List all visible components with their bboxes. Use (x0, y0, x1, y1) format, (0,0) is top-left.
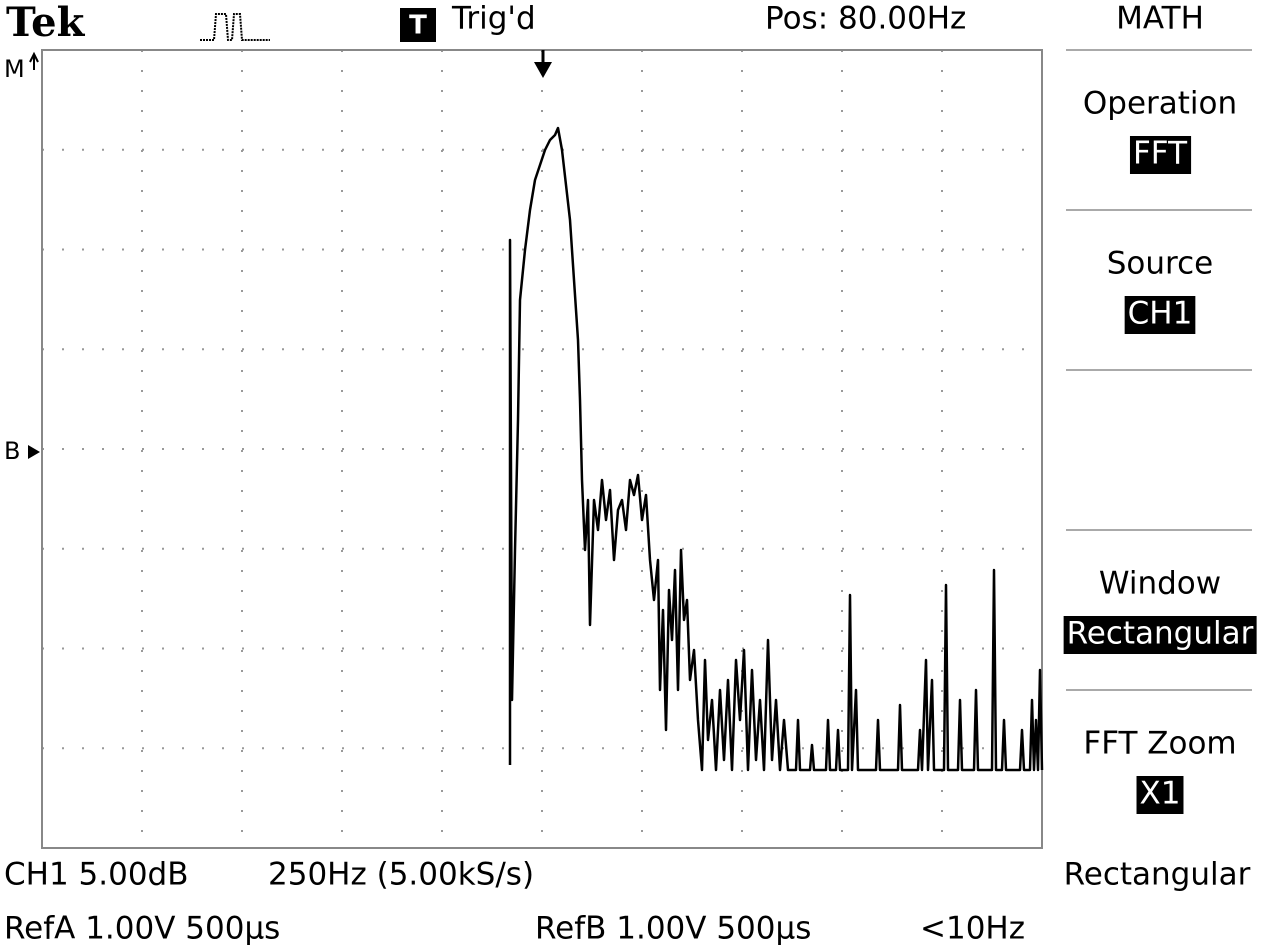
ref-a: RefA 1.00V 500µs (4, 911, 280, 947)
trigger-position-marker (534, 62, 552, 78)
menu-label: FFT Zoom (1083, 726, 1236, 762)
menu-label: Window (1099, 566, 1221, 602)
menu-title: MATH (1116, 1, 1204, 37)
menu-value: Rectangular (1067, 616, 1254, 652)
menu-value-box (1124, 296, 1196, 334)
trigger-box (400, 8, 436, 42)
menu-value: FFT (1133, 136, 1188, 172)
ref-b-arrow (28, 445, 40, 459)
graticule (42, 50, 1042, 848)
trigger-icon (200, 13, 270, 41)
ch1-scale: CH1 5.00dB (4, 857, 189, 893)
math-arrow (29, 51, 39, 70)
brand: Tek (6, 0, 86, 46)
menu: MATH Operation FFT Source CH1 Window Rectangu… (1063, 1, 1257, 893)
menu-value-box (1063, 616, 1257, 654)
ref-b-marker: B (4, 437, 20, 465)
trigger-state: Trig'd (451, 1, 536, 37)
math-marker: M (4, 55, 25, 83)
ref-b: RefB 1.00V 500µs (535, 911, 811, 947)
menu-value: X1 (1140, 776, 1181, 812)
frequency: <10Hz (920, 911, 1025, 947)
trigger-letter: T (409, 11, 427, 41)
menu-label: Source (1107, 246, 1213, 282)
timebase: 250Hz (5.00kS/s) (268, 857, 534, 893)
menu-value: CH1 (1128, 296, 1193, 332)
menu-footer: Rectangular (1064, 857, 1251, 893)
menu-items: Operation FFT Source CH1 Window Rectangular FF… (1063, 49, 1257, 814)
menu-label: Operation (1083, 86, 1237, 122)
menu-value-box (1129, 136, 1192, 174)
fft-trace (508, 126, 1044, 772)
position: Pos: 80.00Hz (765, 1, 966, 37)
menu-value-box (1136, 776, 1184, 814)
